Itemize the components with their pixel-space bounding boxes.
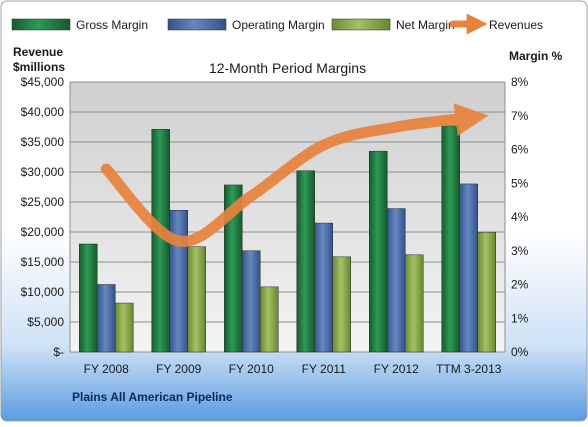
bar-net-margin: [405, 255, 423, 352]
bar-net-margin: [188, 247, 206, 352]
legend-swatch: [12, 19, 70, 30]
left-tick-label: $30,000: [21, 165, 65, 179]
category-label: FY 2010: [229, 362, 274, 376]
bar-gross-margin: [442, 126, 460, 352]
legend-label: Net Margin: [396, 18, 455, 32]
legend-swatch: [168, 19, 226, 30]
left-tick-label: $20,000: [21, 225, 65, 239]
bar-net-margin: [115, 303, 133, 352]
bar-operating-margin: [387, 209, 405, 352]
legend-label: Revenues: [489, 18, 543, 32]
right-tick-label: 0%: [511, 345, 529, 359]
bar-gross-margin: [79, 244, 97, 352]
bar-net-margin: [260, 287, 278, 352]
bar-operating-margin: [242, 251, 260, 352]
right-axis-ticks: 0% 1% 2% 3% 4% 5% 6% 7% 8%: [511, 75, 529, 359]
category-label: FY 2012: [374, 362, 419, 376]
bar-net-margin: [333, 257, 351, 352]
right-tick-label: 5%: [511, 176, 529, 190]
bar-gross-margin: [297, 171, 315, 352]
category-label: FY 2009: [156, 362, 201, 376]
legend-label: Operating Margin: [232, 18, 325, 32]
left-tick-label: $45,000: [21, 75, 65, 89]
bar-operating-margin: [170, 210, 188, 352]
right-tick-label: 8%: [511, 75, 529, 89]
legend-label: Gross Margin: [76, 18, 148, 32]
right-tick-label: 4%: [511, 210, 529, 224]
right-tick-label: 1%: [511, 311, 529, 325]
right-tick-label: 3%: [511, 244, 529, 258]
bar-operating-margin: [315, 223, 333, 352]
right-tick-label: 7%: [511, 109, 529, 123]
right-tick-label: 6%: [511, 143, 529, 157]
left-tick-label: $40,000: [21, 105, 65, 119]
left-tick-label: $35,000: [21, 135, 65, 149]
left-tick-label: $5,000: [27, 315, 64, 329]
chart-title: 12-Month Period Margins: [209, 60, 366, 76]
legend-swatch: [332, 19, 390, 30]
left-tick-label: $15,000: [21, 255, 65, 269]
bar-operating-margin: [460, 184, 478, 352]
category-label: FY 2008: [84, 362, 129, 376]
left-tick-label: $25,000: [21, 195, 65, 209]
left-axis-label-line1: Revenue: [13, 45, 63, 59]
bar-operating-margin: [97, 285, 115, 353]
chart-subtitle: Plains All American Pipeline: [72, 390, 233, 404]
left-tick-label: $-: [53, 345, 64, 359]
bar-gross-margin: [369, 151, 387, 352]
category-label: FY 2011: [302, 362, 347, 376]
right-tick-label: 2%: [511, 278, 529, 292]
category-label: TTM 3-2013: [436, 362, 502, 376]
left-tick-label: $10,000: [21, 285, 65, 299]
bar-net-margin: [478, 232, 496, 352]
left-axis-label-line2: $millions: [13, 60, 65, 74]
right-axis-label: Margin %: [509, 49, 563, 63]
